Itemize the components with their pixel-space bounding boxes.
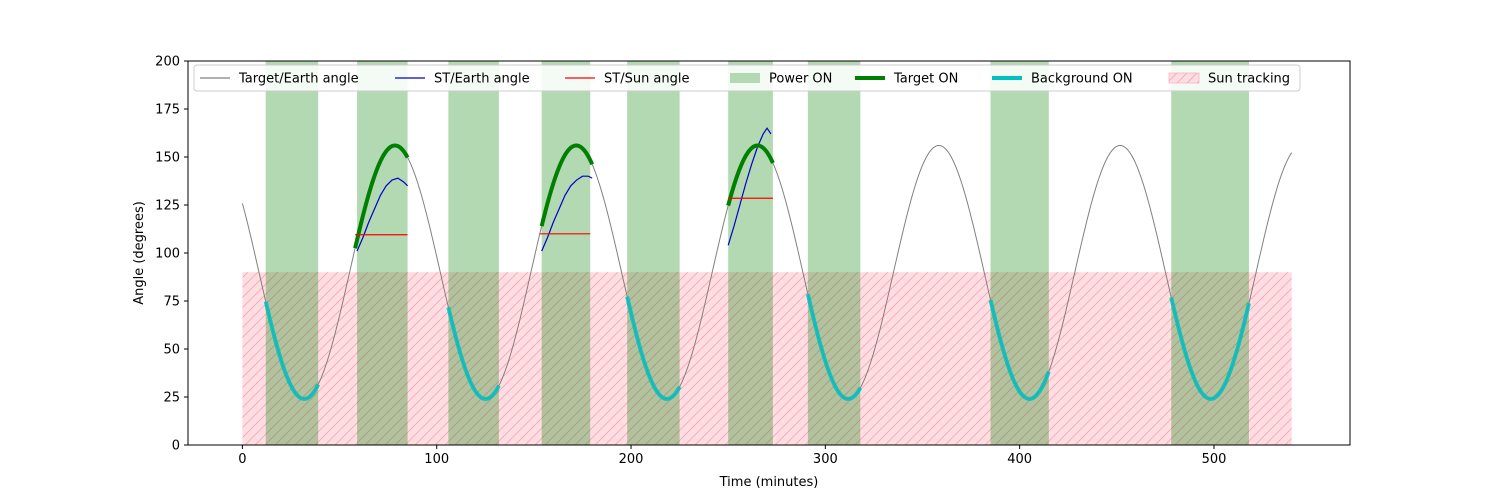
- legend: Target/Earth angle ST/Earth angle ST/Sun a…: [193, 64, 1301, 92]
- power-on-span: [990, 61, 1049, 445]
- y-axis-label: Angle (degrees): [132, 201, 147, 305]
- power-on-span: [448, 61, 499, 445]
- legend-label: Background ON: [1031, 72, 1133, 87]
- y-tick-label: 150: [155, 151, 180, 166]
- legend-label: Power ON: [769, 72, 832, 87]
- target-on-segment: [353, 143, 410, 249]
- power-on-span: [265, 61, 319, 445]
- legend-swatch-hatch: [1169, 73, 1199, 83]
- background-on-segment: [805, 293, 863, 401]
- x-tick-label: 500: [1202, 452, 1227, 467]
- background-on-segment: [446, 306, 501, 401]
- y-tick-label: 100: [155, 247, 180, 262]
- y-tick-label: 0: [172, 439, 180, 454]
- y-tick-label: 75: [163, 295, 180, 310]
- y-tick-label: 175: [155, 103, 180, 118]
- x-tick-label: 100: [424, 452, 449, 467]
- sun-tracking-hatch: [242, 272, 1292, 445]
- background-on-segment: [988, 299, 1051, 401]
- power-on-span: [357, 61, 408, 445]
- power-on-span: [541, 61, 591, 445]
- legend-label: Target/Earth angle: [238, 72, 359, 87]
- power-on-span: [1171, 61, 1249, 445]
- x-axis-label: Time (minutes): [719, 475, 819, 490]
- y-tick-label: 50: [163, 343, 180, 358]
- legend-label: Sun tracking: [1208, 72, 1290, 87]
- target-on-segment: [726, 143, 775, 207]
- st-earth-angle-line: [541, 175, 593, 252]
- legend-label: Target ON: [893, 72, 958, 87]
- st-earth-angle-line: [356, 177, 409, 252]
- legend-swatch: [730, 73, 760, 83]
- x-tick-label: 400: [1007, 452, 1032, 467]
- legend-label: ST/Earth angle: [434, 72, 530, 87]
- y-tick-label: 25: [163, 391, 180, 406]
- target-on-segment: [539, 143, 594, 227]
- power-on-span: [728, 61, 773, 445]
- x-tick-label: 200: [619, 452, 644, 467]
- st-earth-angle-line: [727, 127, 772, 246]
- x-tick-label: 0: [238, 452, 246, 467]
- x-tick-label: 300: [813, 452, 838, 467]
- background-on-segment: [625, 296, 682, 401]
- y-tick-label: 125: [155, 199, 180, 214]
- background-on-segment: [1169, 296, 1251, 401]
- background-on-segment: [263, 301, 320, 401]
- y-tick-label: 200: [155, 55, 180, 70]
- legend-label: ST/Sun angle: [604, 72, 690, 87]
